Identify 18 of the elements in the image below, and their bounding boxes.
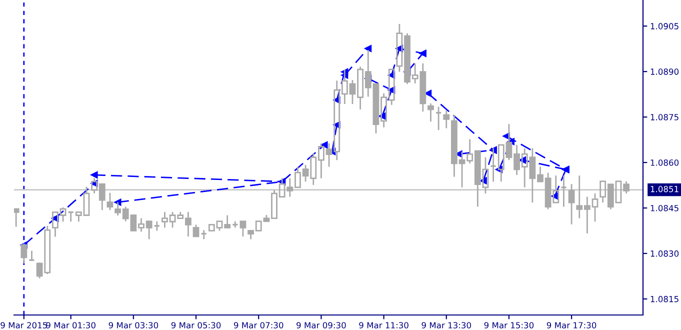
y-tick-label: 1.0815 xyxy=(650,296,678,302)
x-tick-label: 9 Mar 07:30 xyxy=(234,322,284,328)
y-tick-label: 1.0860 xyxy=(650,159,679,166)
y-tick-label: 1.0890 xyxy=(650,68,679,75)
x-tick-label: 9 Mar 15:30 xyxy=(484,322,534,328)
y-tick-label: 1.0875 xyxy=(650,114,678,120)
x-tick-label: 9 Mar 03:30 xyxy=(108,322,158,328)
x-tick-label: 9 Mar 13:30 xyxy=(422,322,471,328)
x-tick-label: 9 Mar 17:30 xyxy=(546,322,596,328)
x-tick-label: 9 Mar 11:30 xyxy=(359,322,408,328)
x-tick-label: 9 Mar 05:30 xyxy=(171,322,221,328)
x-tick-label: 9 Mar 2015 xyxy=(0,322,47,328)
y-tick-label: 1.0845 xyxy=(650,204,678,212)
ref-line-label: 1.0851 xyxy=(650,186,678,192)
y-tick-label: 1.0905 xyxy=(650,23,678,30)
x-tick-label: 9 Mar 01:30 xyxy=(46,322,96,328)
x-tick-label: 9 Mar 09:30 xyxy=(296,322,346,328)
y-tick-label: 1.0830 xyxy=(650,250,679,257)
